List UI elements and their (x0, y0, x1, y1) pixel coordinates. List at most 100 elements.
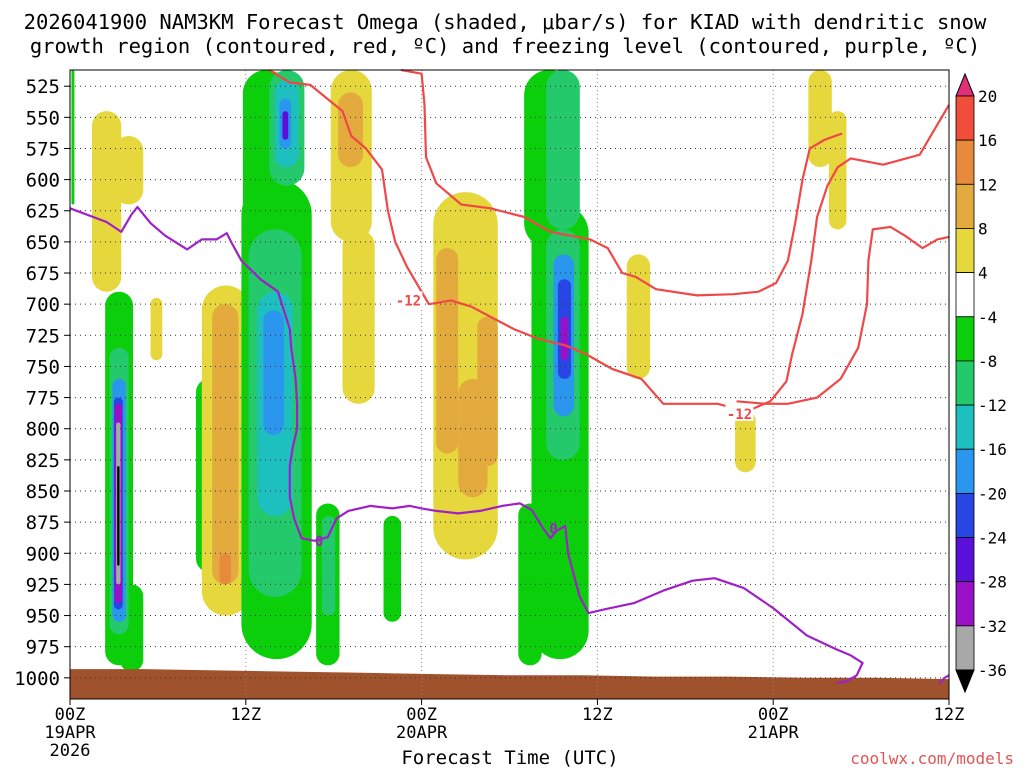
colorbar-label: 16 (978, 131, 997, 150)
omega-cell-25 (282, 111, 289, 140)
colorbar-label: -16 (978, 440, 1007, 459)
y-tick-label-625: 625 (26, 201, 60, 223)
omega-cell-27 (321, 515, 336, 616)
omega-cell-35 (477, 316, 498, 467)
y-tick-label-775: 775 (26, 388, 60, 410)
colorbar-label: 12 (978, 175, 997, 194)
omega-cell-43 (560, 316, 569, 361)
colorbar-label: -4 (978, 308, 997, 327)
y-tick-label-600: 600 (26, 170, 60, 192)
dgz-contour-upper-branch (268, 69, 950, 413)
colorbar-bin (955, 95, 975, 141)
colorbar-label: -28 (978, 573, 1007, 592)
dgz-label-bg (394, 291, 423, 308)
chart-title-line1: 2026041900 NAM3KM Forecast Omega (shaded… (24, 10, 987, 34)
y-tick-label-800: 800 (26, 419, 60, 441)
y-tick-label-550: 550 (26, 107, 60, 129)
colorbar-bin (955, 537, 975, 583)
dgz-label-bg (725, 404, 754, 421)
colorbar-bin (955, 183, 975, 229)
x-axis-label: Forecast Time (UTC) (401, 747, 618, 768)
omega-cell-33 (436, 248, 459, 454)
y-tick-label-525: 525 (26, 76, 60, 98)
temperature-contours: -12 -12 0 0 (69, 68, 950, 685)
colorbar-bin (955, 492, 975, 538)
colorbar-bin (955, 360, 975, 406)
colorbar-bin (955, 581, 975, 627)
site-credit: coolwx.com/models (850, 749, 1014, 768)
colorbar-bin (955, 228, 975, 274)
y-tick-label-825: 825 (26, 450, 60, 472)
dgz-contour-middle-branch (400, 68, 843, 297)
omega-cell-29 (338, 92, 363, 168)
plot-frame (69, 69, 950, 700)
omega-cell-10 (117, 466, 120, 566)
x-tick-date: 20APR (396, 723, 448, 743)
colorbar-bin (955, 272, 975, 318)
colorbar-bin (955, 448, 975, 494)
freezing-level-label: 0 (315, 534, 323, 550)
omega-cell-1 (91, 111, 122, 292)
colorbar-label: -24 (978, 529, 1007, 548)
y-tick-label-700: 700 (26, 294, 60, 316)
y-tick-label-1000: 1000 (14, 668, 60, 690)
x-tick-date: 19APR (44, 723, 96, 743)
omega-cell-30 (342, 229, 375, 404)
plot-gridlines (70, 70, 949, 699)
omega-colorbar: 20 16 12 8 4 -4 -8 -12 -16 -20 -24 -28 -32 -36 (955, 72, 1007, 694)
y-tick-label-875: 875 (26, 512, 60, 534)
terrain-surface (70, 669, 949, 699)
omega-cell-45 (735, 410, 756, 473)
colorbar-label: 8 (978, 219, 988, 238)
y-tick-label-750: 750 (26, 356, 60, 378)
y-tick-label-725: 725 (26, 325, 60, 347)
colorbar-label: 20 (978, 87, 997, 106)
omega-cell-16 (219, 553, 232, 585)
x-tick-year: 2026 (50, 741, 91, 761)
x-tick-label: 12Z (934, 705, 965, 725)
colorbar-label: -36 (978, 661, 1007, 680)
colorbar-bin (955, 625, 975, 671)
x-tick-label: 12Z (230, 705, 261, 725)
colorbar-bin (955, 139, 975, 185)
x-tick-label: 00Z (758, 705, 789, 725)
surface-terrain (70, 669, 949, 699)
x-tick-label: 00Z (55, 705, 86, 725)
freezing-level-label: 0 (549, 521, 557, 537)
colorbar-bin (955, 316, 975, 362)
omega-cell-39 (546, 70, 580, 230)
y-tick-label-575: 575 (26, 138, 60, 160)
omega-cell-15 (212, 304, 239, 585)
freezing-level-line2 (937, 674, 950, 685)
omega-cell-2 (113, 136, 144, 205)
colorbar-label: -20 (978, 484, 1007, 503)
y-tick-label-675: 675 (26, 263, 60, 285)
colorbar-label: 4 (978, 264, 988, 283)
y-tick-label-950: 950 (26, 606, 60, 628)
x-tick-label: 12Z (582, 705, 613, 725)
omega-cell-44 (626, 254, 651, 379)
colorbar-label: -32 (978, 617, 1007, 636)
x-tick-label: 00Z (406, 705, 437, 725)
colorbar-label: -12 (978, 396, 1007, 415)
colorbar-top-arrow (955, 72, 975, 97)
colorbar-label: -8 (978, 352, 997, 371)
omega-cell-0 (71, 70, 75, 205)
colorbar-bottom-arrow (955, 669, 975, 694)
y-tick-label-900: 900 (26, 543, 60, 565)
colorbar-bin (955, 404, 975, 450)
y-tick-label-850: 850 (26, 481, 60, 503)
dgz-contour-label: -12 (727, 407, 752, 423)
omega-cell-46 (808, 70, 832, 168)
chart-axes: 525 550 575 600 625 650 675 700 725 750 775 800 825 8… (14, 76, 964, 761)
y-tick-label-975: 975 (26, 637, 60, 659)
freezing-level-line1 (69, 205, 864, 684)
y-tick-label-925: 925 (26, 574, 60, 596)
dgz-contour-right-branch (736, 225, 950, 405)
omega-cell-21 (263, 310, 284, 435)
omega-shading (71, 70, 847, 672)
x-tick-date: 21APR (748, 723, 800, 743)
omega-cell-47 (828, 111, 847, 230)
